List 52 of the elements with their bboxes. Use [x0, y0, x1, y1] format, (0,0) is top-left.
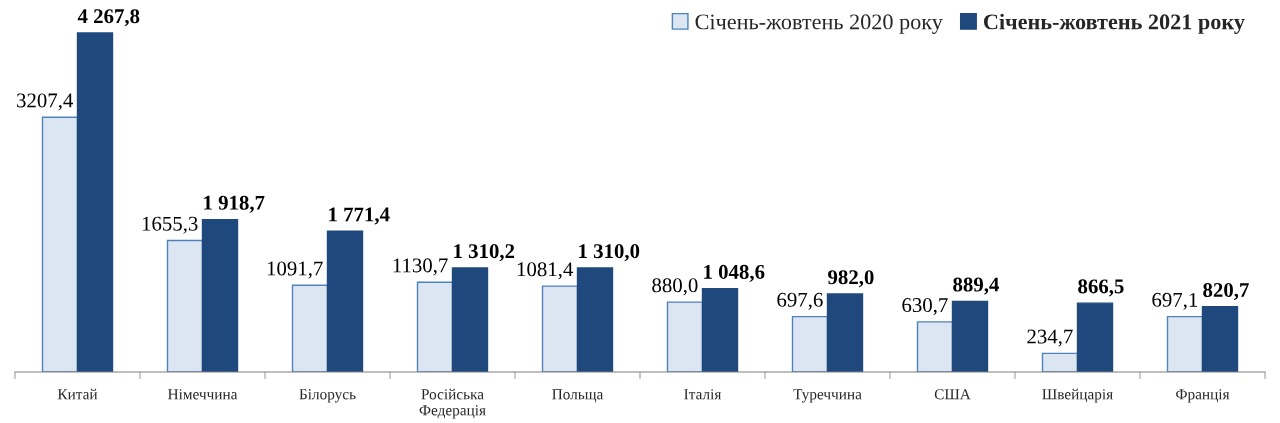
data-label: 889,4: [953, 277, 999, 295]
bar: [1076, 302, 1114, 372]
bar: [916, 321, 954, 372]
x-tick-label: США: [934, 389, 971, 400]
data-label: 1 310,2: [454, 244, 515, 262]
data-label: 1 918,7: [204, 195, 265, 213]
bar: [826, 293, 864, 372]
data-label: 1081,4: [517, 262, 574, 280]
x-tick-label: Польща: [552, 389, 604, 403]
data-label: 1130,7: [393, 258, 448, 276]
bar: [291, 284, 329, 372]
data-label: 1655,3: [142, 216, 198, 234]
bar: [701, 288, 739, 372]
data-label: 1 310,0: [579, 244, 640, 262]
data-label: 630,7: [902, 298, 948, 316]
x-tick-label: Білорусь: [299, 389, 356, 403]
bar: [951, 300, 989, 372]
data-label: 234,7: [1027, 329, 1073, 347]
bar: [541, 285, 579, 372]
legend-label: Січень-жовтень 2021 року: [983, 13, 1245, 34]
data-label: 982,0: [828, 270, 874, 288]
x-tick-label: Туреччина: [793, 389, 862, 403]
bar: [451, 267, 489, 372]
data-label: 1 048,6: [704, 264, 765, 282]
bar: [1041, 352, 1079, 372]
bar: [666, 301, 704, 372]
bar: [791, 315, 829, 372]
data-label: 3207,4: [17, 93, 74, 111]
x-tick-label: Китай: [57, 388, 98, 400]
data-label: 866,5: [1078, 279, 1124, 297]
data-label: 1091,7: [267, 261, 323, 279]
data-label: 4 267,8: [77, 9, 140, 27]
bar: [1166, 315, 1204, 372]
x-tick-label: Франція: [1176, 389, 1230, 403]
data-label: 880,0: [652, 278, 698, 296]
bar: [41, 116, 79, 372]
data-label: 697,6: [777, 292, 823, 310]
x-tick-label: Швейцарія: [1042, 388, 1113, 403]
data-label: 1 771,4: [329, 207, 390, 225]
bar: [166, 239, 204, 372]
bar: [76, 32, 114, 372]
bar: [1201, 306, 1239, 372]
bar: [416, 281, 454, 372]
data-label: 697,1: [1152, 292, 1198, 310]
x-tick-label: Німеччина: [168, 389, 238, 400]
legend-label: Січень-жовтень 2020 року: [695, 14, 943, 34]
x-tick-label: Російська Федерація: [419, 388, 486, 419]
x-tick-label: Італія: [684, 389, 722, 400]
bar: [326, 230, 364, 372]
data-label: 820,7: [1203, 282, 1249, 301]
bar: [576, 267, 614, 372]
bar: [201, 218, 239, 372]
